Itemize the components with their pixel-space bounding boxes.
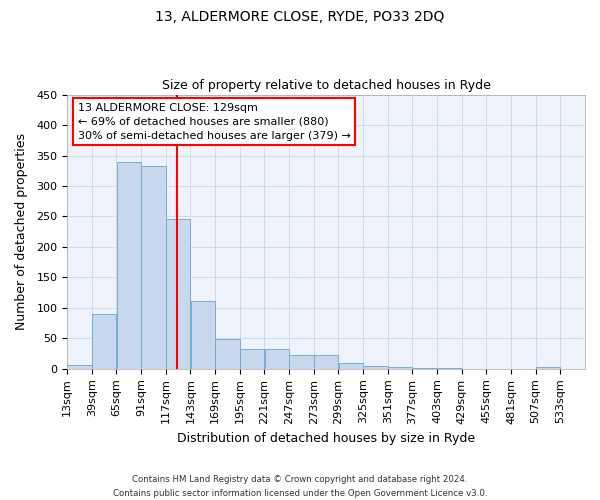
Bar — [240, 350, 265, 369]
X-axis label: Distribution of detached houses by size in Ryde: Distribution of detached houses by size … — [177, 432, 475, 445]
Bar — [413, 368, 437, 369]
Bar — [289, 355, 314, 369]
Bar — [67, 364, 92, 369]
Bar — [314, 356, 338, 369]
Bar — [166, 219, 190, 369]
Bar — [363, 366, 388, 369]
Bar — [536, 367, 560, 369]
Bar — [265, 350, 289, 369]
Text: 13 ALDERMORE CLOSE: 129sqm
← 69% of detached houses are smaller (880)
30% of sem: 13 ALDERMORE CLOSE: 129sqm ← 69% of deta… — [77, 103, 350, 141]
Text: Contains HM Land Registry data © Crown copyright and database right 2024.
Contai: Contains HM Land Registry data © Crown c… — [113, 476, 487, 498]
Bar — [338, 362, 363, 369]
Bar — [215, 339, 239, 369]
Bar — [388, 367, 412, 369]
Title: Size of property relative to detached houses in Ryde: Size of property relative to detached ho… — [161, 79, 491, 92]
Bar — [116, 162, 141, 369]
Text: 13, ALDERMORE CLOSE, RYDE, PO33 2DQ: 13, ALDERMORE CLOSE, RYDE, PO33 2DQ — [155, 10, 445, 24]
Bar — [141, 166, 166, 369]
Bar — [92, 314, 116, 369]
Y-axis label: Number of detached properties: Number of detached properties — [15, 133, 28, 330]
Bar — [437, 368, 461, 369]
Bar — [191, 301, 215, 369]
